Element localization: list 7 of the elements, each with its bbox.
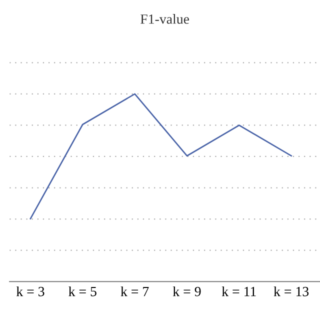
x-tick-label: k = 9 (172, 286, 201, 296)
x-tick-label: k = 5 (68, 286, 96, 296)
chart-title: F1-value (140, 14, 190, 24)
x-tick-label: k = 7 (120, 286, 149, 296)
x-tick-label: k = 11 (222, 286, 256, 296)
x-tick-label: k = 3 (16, 286, 44, 296)
x-tick-label: k = 13 (274, 286, 309, 296)
